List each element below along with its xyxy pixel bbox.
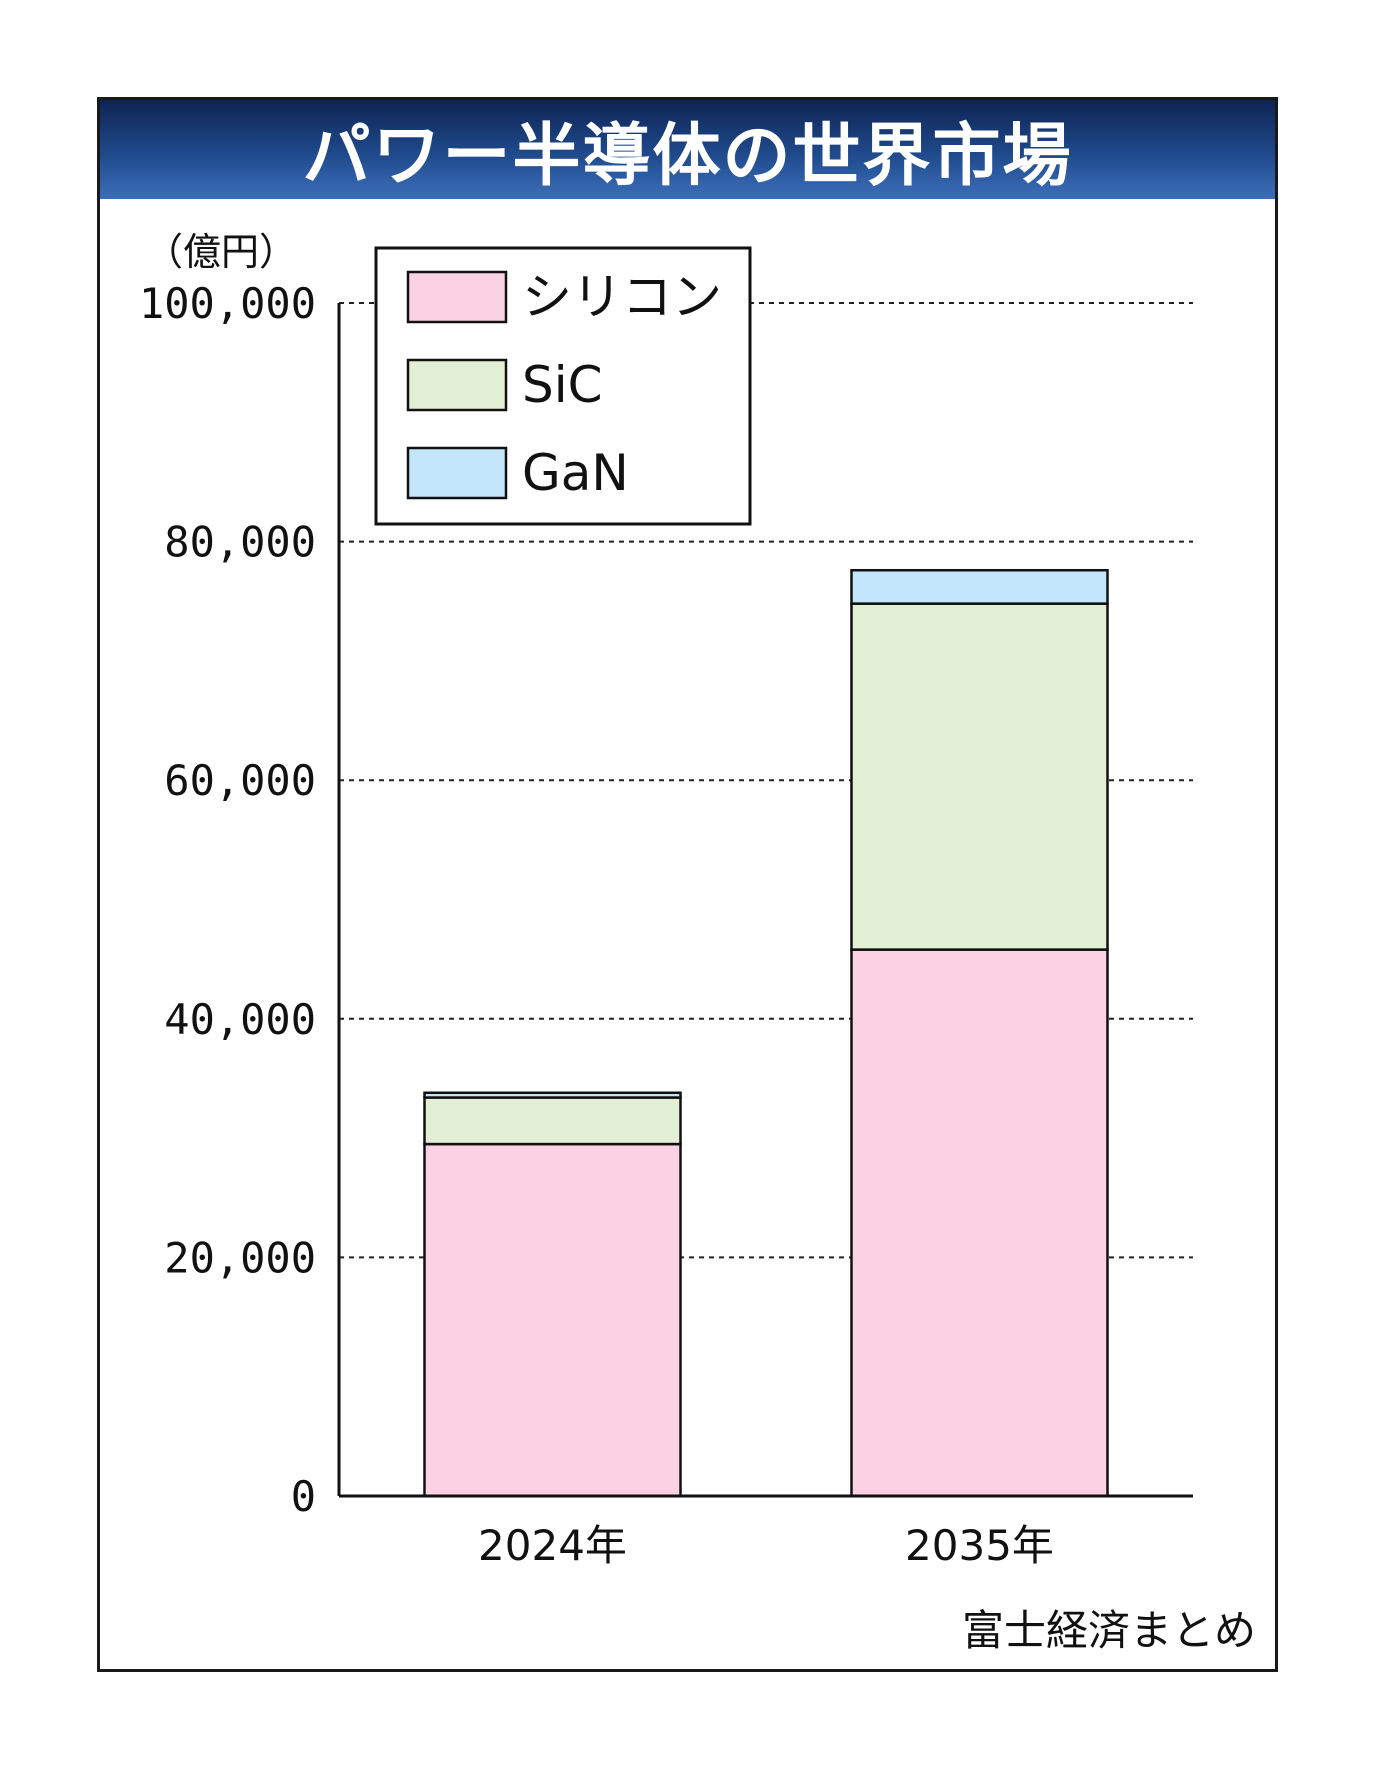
axes bbox=[337, 303, 1193, 1498]
legend-swatch bbox=[406, 446, 508, 500]
legend-swatch bbox=[406, 270, 508, 324]
x-category-label: 2035年 bbox=[905, 1521, 1054, 1570]
y-tick-label: 0 bbox=[291, 1472, 316, 1521]
legend: シリコン SiC GaN bbox=[374, 246, 752, 526]
title-bar: パワー半導体の世界市場 bbox=[100, 100, 1275, 199]
legend-swatch bbox=[406, 358, 508, 412]
x-category-labels: 2024年 2035年 bbox=[478, 1521, 1054, 1570]
bar-segment bbox=[850, 602, 1109, 951]
y-tick-label: 60,000 bbox=[164, 756, 316, 805]
bar-segment bbox=[423, 1091, 682, 1099]
bars bbox=[423, 568, 1109, 1498]
y-tick-label: 80,000 bbox=[164, 518, 316, 567]
bar-segment bbox=[423, 1142, 682, 1498]
chart-title: パワー半導体の世界市場 bbox=[302, 117, 1073, 196]
source-note: 富士経済まとめ bbox=[962, 1606, 1256, 1655]
legend-label: シリコン bbox=[522, 268, 722, 326]
legend-label: SiC bbox=[522, 356, 603, 414]
y-tick-labels: 0 20,000 40,000 60,000 80,000 100,000 bbox=[139, 279, 316, 1521]
bar-segment bbox=[850, 948, 1109, 1498]
legend-label: GaN bbox=[522, 444, 629, 502]
bar-segment bbox=[423, 1096, 682, 1146]
y-unit-label: （億円） bbox=[145, 230, 297, 274]
bar-segment bbox=[850, 568, 1109, 605]
y-tick-label: 20,000 bbox=[164, 1233, 316, 1282]
y-tick-label: 40,000 bbox=[164, 995, 316, 1044]
y-tick-label: 100,000 bbox=[139, 279, 316, 328]
x-category-label: 2024年 bbox=[478, 1521, 627, 1570]
